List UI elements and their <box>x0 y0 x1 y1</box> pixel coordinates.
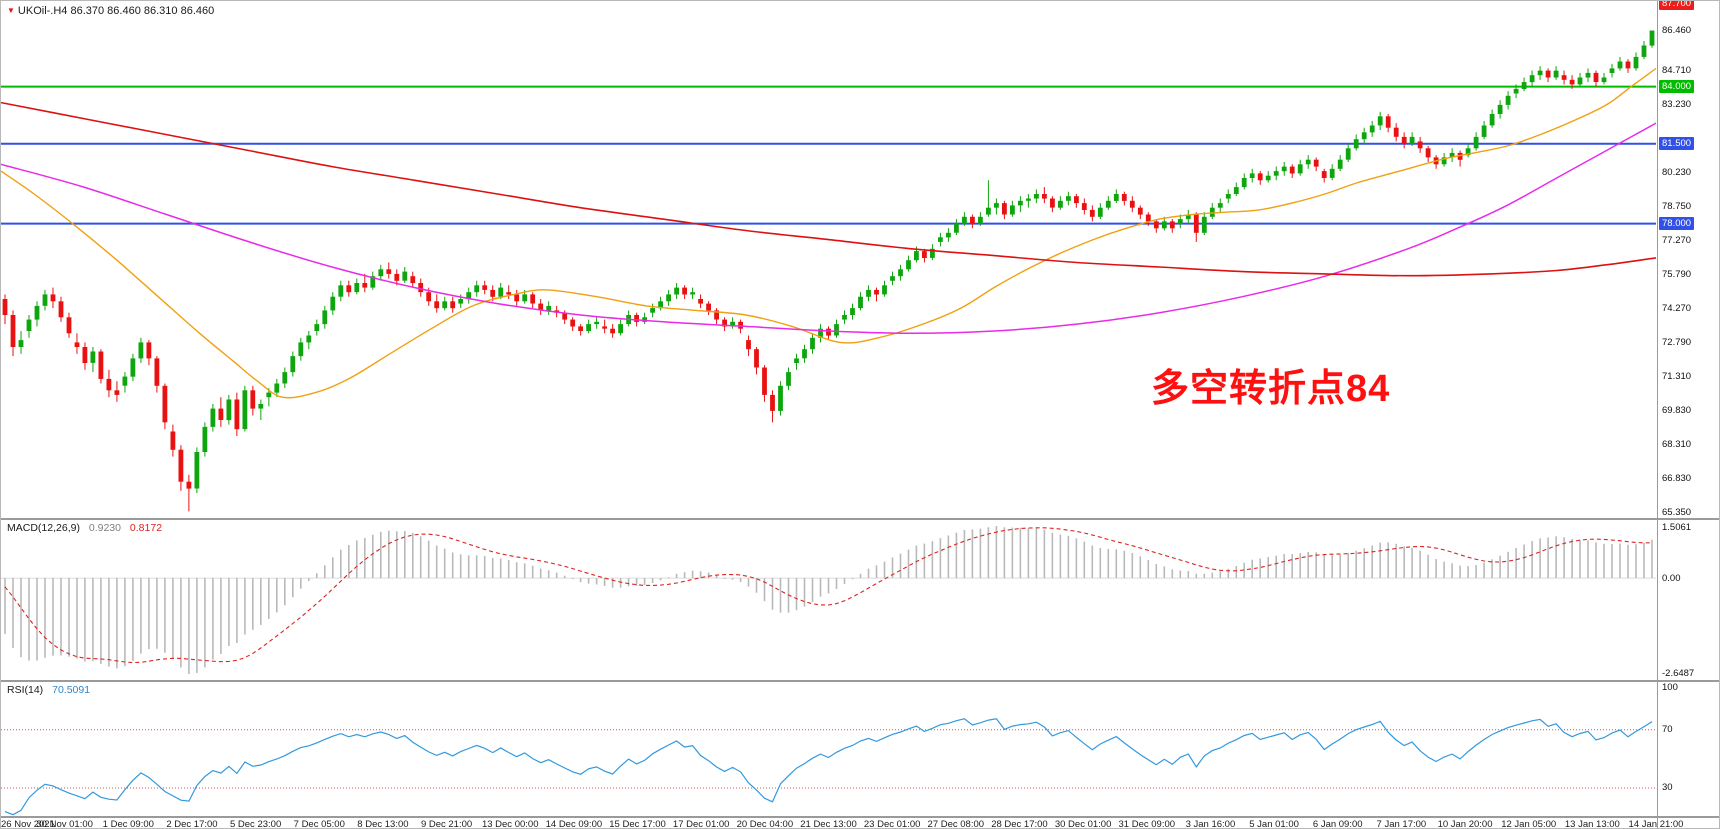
price-plot[interactable] <box>1 1 1656 518</box>
time-axis-label: 31 Dec 09:00 <box>1118 819 1176 829</box>
macd-main-value: 0.9230 <box>88 522 121 534</box>
time-axis-label: 1 Dec 09:00 <box>102 819 154 829</box>
time-axis-label: 14 Jan 21:00 <box>1628 819 1684 829</box>
time-axis-label: 8 Dec 13:00 <box>357 819 409 829</box>
price-axis-label: 72.790 <box>1662 337 1692 349</box>
rsi-axis[interactable]: 100 70 30 <box>1658 682 1719 816</box>
symbol-ohlc-text: UKOil-.H4 86.370 86.460 86.310 86.460 <box>17 5 215 17</box>
time-axis-label: 7 Dec 05:00 <box>293 819 345 829</box>
symbol-header: ▼ UKOil-.H4 86.370 86.460 86.310 86.460 <box>7 5 214 17</box>
time-axis-label: 15 Dec 17:00 <box>609 819 666 829</box>
time-axis-label: 3 Jan 16:00 <box>1185 819 1236 829</box>
time-axis-label: 26 Nov 2021 <box>1 819 55 829</box>
time-axis-label: 12 Jan 05:00 <box>1501 819 1557 829</box>
time-axis-label: 23 Dec 01:00 <box>863 819 921 829</box>
hline-price-badge: 81.500 <box>1659 136 1695 150</box>
time-axis-label: 7 Jan 17:00 <box>1376 819 1427 829</box>
price-axis-label: 68.310 <box>1662 439 1692 451</box>
macd-axis-zero: 0.00 <box>1662 572 1681 584</box>
main-price-panel[interactable]: ▼ UKOil-.H4 86.370 86.460 86.310 86.460 多… <box>1 1 1656 518</box>
symbol-marker-icon: ▼ <box>7 6 15 15</box>
macd-axis-bottom: -2.6487 <box>1662 668 1695 679</box>
panel-divider-macd[interactable] <box>1 518 1719 520</box>
time-axis-label: 9 Dec 21:00 <box>420 819 473 829</box>
macd-axis-top: 1.5061 <box>1662 522 1692 533</box>
hline-price-badge: 78.000 <box>1659 216 1695 230</box>
time-axis-label: 2 Dec 17:00 <box>166 819 218 829</box>
annotation-text: 多空转折点84 <box>1151 368 1391 410</box>
price-axis-label: 71.310 <box>1662 370 1692 382</box>
rsi-plot[interactable] <box>1 682 1656 816</box>
price-axis-label: 74.270 <box>1662 303 1692 315</box>
macd-signal-line <box>4 527 1653 664</box>
price-axis-label: 69.830 <box>1662 404 1692 416</box>
time-axis-label: 28 Dec 17:00 <box>991 819 1048 829</box>
time-axis-label: 13 Jan 13:00 <box>1564 819 1620 829</box>
macd-plot[interactable] <box>1 520 1656 680</box>
time-axis-label: 30 Nov 01:00 <box>36 819 93 829</box>
price-axis-label: 84.710 <box>1662 64 1692 76</box>
current-price-label: 86.460 <box>1662 24 1692 36</box>
price-axis-label: 77.270 <box>1662 234 1692 246</box>
ma-slow-line <box>1 101 1656 277</box>
rsi-axis-30: 30 <box>1662 782 1673 794</box>
macd-header: MACD(12,26,9) 0.9230 0.8172 <box>7 522 162 534</box>
rsi-panel[interactable]: RSI(14) 70.5091 <box>1 682 1656 816</box>
time-axis-label: 27 Dec 08:00 <box>927 819 985 829</box>
macd-panel[interactable]: MACD(12,26,9) 0.9230 0.8172 <box>1 520 1656 680</box>
time-axis-label: 17 Dec 01:00 <box>672 819 730 829</box>
ma-fast-line <box>1 67 1656 399</box>
ma-mid-line <box>1 122 1656 335</box>
macd-histogram <box>4 526 1653 674</box>
hline-price-badge: 84.000 <box>1659 79 1695 93</box>
rsi-axis-100: 100 <box>1662 682 1678 693</box>
candles <box>2 30 1655 512</box>
time-axis[interactable]: 26 Nov 2021 30 Nov 01:00 1 Dec 09:00 2 Dec … <box>1 818 1719 829</box>
macd-axis[interactable]: 1.5061 0.00 -2.6487 <box>1658 520 1719 680</box>
time-axis-label: 6 Jan 09:00 <box>1312 819 1363 829</box>
horizontal-lines <box>1 85 1656 225</box>
time-axis-label: 10 Jan 20:00 <box>1437 819 1493 829</box>
rsi-header: RSI(14) 70.5091 <box>7 684 90 696</box>
time-axis-label: 21 Dec 13:00 <box>800 819 857 829</box>
axis-separator <box>1657 1 1658 828</box>
panel-divider-rsi[interactable] <box>1 680 1719 682</box>
macd-title: MACD(12,26,9) <box>7 522 80 534</box>
rsi-title: RSI(14) <box>7 684 44 696</box>
time-axis-label: 20 Dec 04:00 <box>736 819 794 829</box>
price-axis-label: 75.790 <box>1662 268 1692 280</box>
price-axis-label: 80.230 <box>1662 167 1692 179</box>
price-axis[interactable]: 84.710 83.230 80.230 78.750 77.270 75.790 74.2… <box>1658 1 1719 519</box>
rsi-axis-70: 70 <box>1662 724 1673 736</box>
rsi-line <box>4 718 1653 816</box>
top-price-badge: 87.700 <box>1659 1 1695 10</box>
time-axis-label: 30 Dec 01:00 <box>1054 819 1112 829</box>
panel-divider-time <box>1 816 1719 818</box>
price-axis-label: 65.350 <box>1662 507 1692 519</box>
time-axis-label: 5 Jan 01:00 <box>1249 819 1299 829</box>
time-axis-label: 14 Dec 09:00 <box>545 819 603 829</box>
time-axis-label: 13 Dec 00:00 <box>481 819 539 829</box>
price-axis-label: 83.230 <box>1662 98 1692 110</box>
rsi-value: 70.5091 <box>52 684 91 696</box>
price-axis-label: 66.830 <box>1662 473 1692 485</box>
macd-signal-value: 0.8172 <box>129 522 163 534</box>
time-axis-label: 5 Dec 23:00 <box>229 819 282 829</box>
price-axis-label: 78.750 <box>1662 201 1692 213</box>
